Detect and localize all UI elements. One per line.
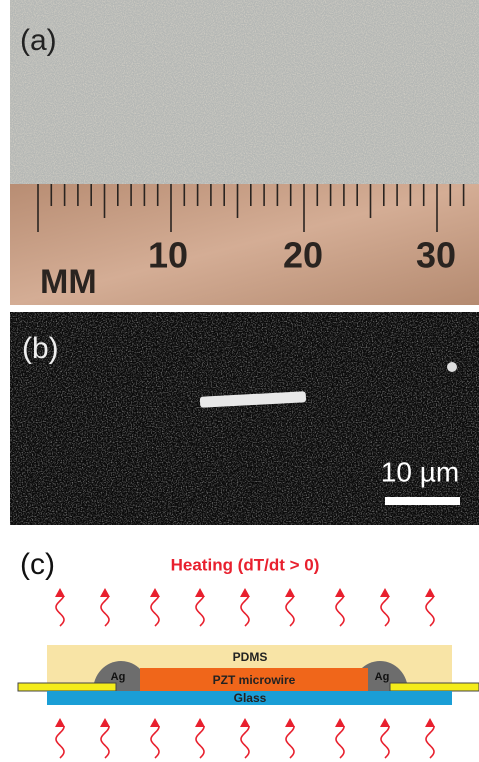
scale-bar [385,497,460,505]
heat-arrow [426,726,434,758]
arrow-head [195,718,205,727]
arrow-head [240,718,250,727]
lead-wire [390,683,479,691]
arrow-head [150,718,160,727]
sand-grains [10,0,479,184]
page: (a) MM 10 20 30 (b) 10 µm (c) Heating (d… [0,0,479,762]
heat-arrow [286,726,294,758]
heat-arrow [336,726,344,758]
heat-arrow [336,596,344,626]
heat-arrow [196,726,204,758]
heating-title: Heating (dT/dt > 0) [171,555,320,574]
heat-arrow [56,596,64,626]
panel-label: (a) [20,24,57,57]
arrow-head [380,588,390,597]
heat-arrow [151,596,159,626]
arrow-head [55,718,65,727]
arrow-head [100,588,110,597]
arrow-head [240,588,250,597]
heat-arrow [56,726,64,758]
arrow-head [195,588,205,597]
arrow-head [335,718,345,727]
arrow-head [380,718,390,727]
heat-arrow [381,726,389,758]
panel-b: (b) 10 µm [10,312,479,525]
particle [447,362,457,372]
heat-arrow [196,596,204,626]
ruler-label: 10 [148,235,188,276]
heat-arrow [101,596,109,626]
glass-label: Glass [234,691,267,705]
pzt-label: PZT microwire [213,673,296,687]
heat-arrow [151,726,159,758]
arrow-head [425,718,435,727]
heat-arrow [101,726,109,758]
sem-noise [10,312,479,525]
panel-label: (c) [20,548,55,581]
figure: (a) MM 10 20 30 (b) 10 µm (c) Heating (d… [0,0,479,762]
pdms-label: PDMS [233,650,268,664]
arrow-head [425,588,435,597]
heat-arrow [286,596,294,626]
panel-a: (a) MM 10 20 30 [10,0,479,305]
ruler-unit: MM [40,263,97,301]
heat-arrow [241,726,249,758]
ag-label: Ag [375,671,390,683]
arrow-head [150,588,160,597]
panel-c: (c) Heating (dT/dt > 0) PDMS Ag Ag PZT m… [18,548,479,758]
arrow-head [335,588,345,597]
panel-label: (b) [22,332,59,365]
arrow-head [285,718,295,727]
scale-bar-label: 10 µm [381,456,459,487]
arrow-head [55,588,65,597]
lead-wire [18,683,116,691]
arrow-head [100,718,110,727]
heat-arrow [426,596,434,626]
heat-arrow [241,596,249,626]
ruler-label: 20 [283,235,323,276]
arrow-head [285,588,295,597]
ag-label: Ag [111,671,126,683]
ruler-label: 30 [416,235,456,276]
heat-arrow [381,596,389,626]
